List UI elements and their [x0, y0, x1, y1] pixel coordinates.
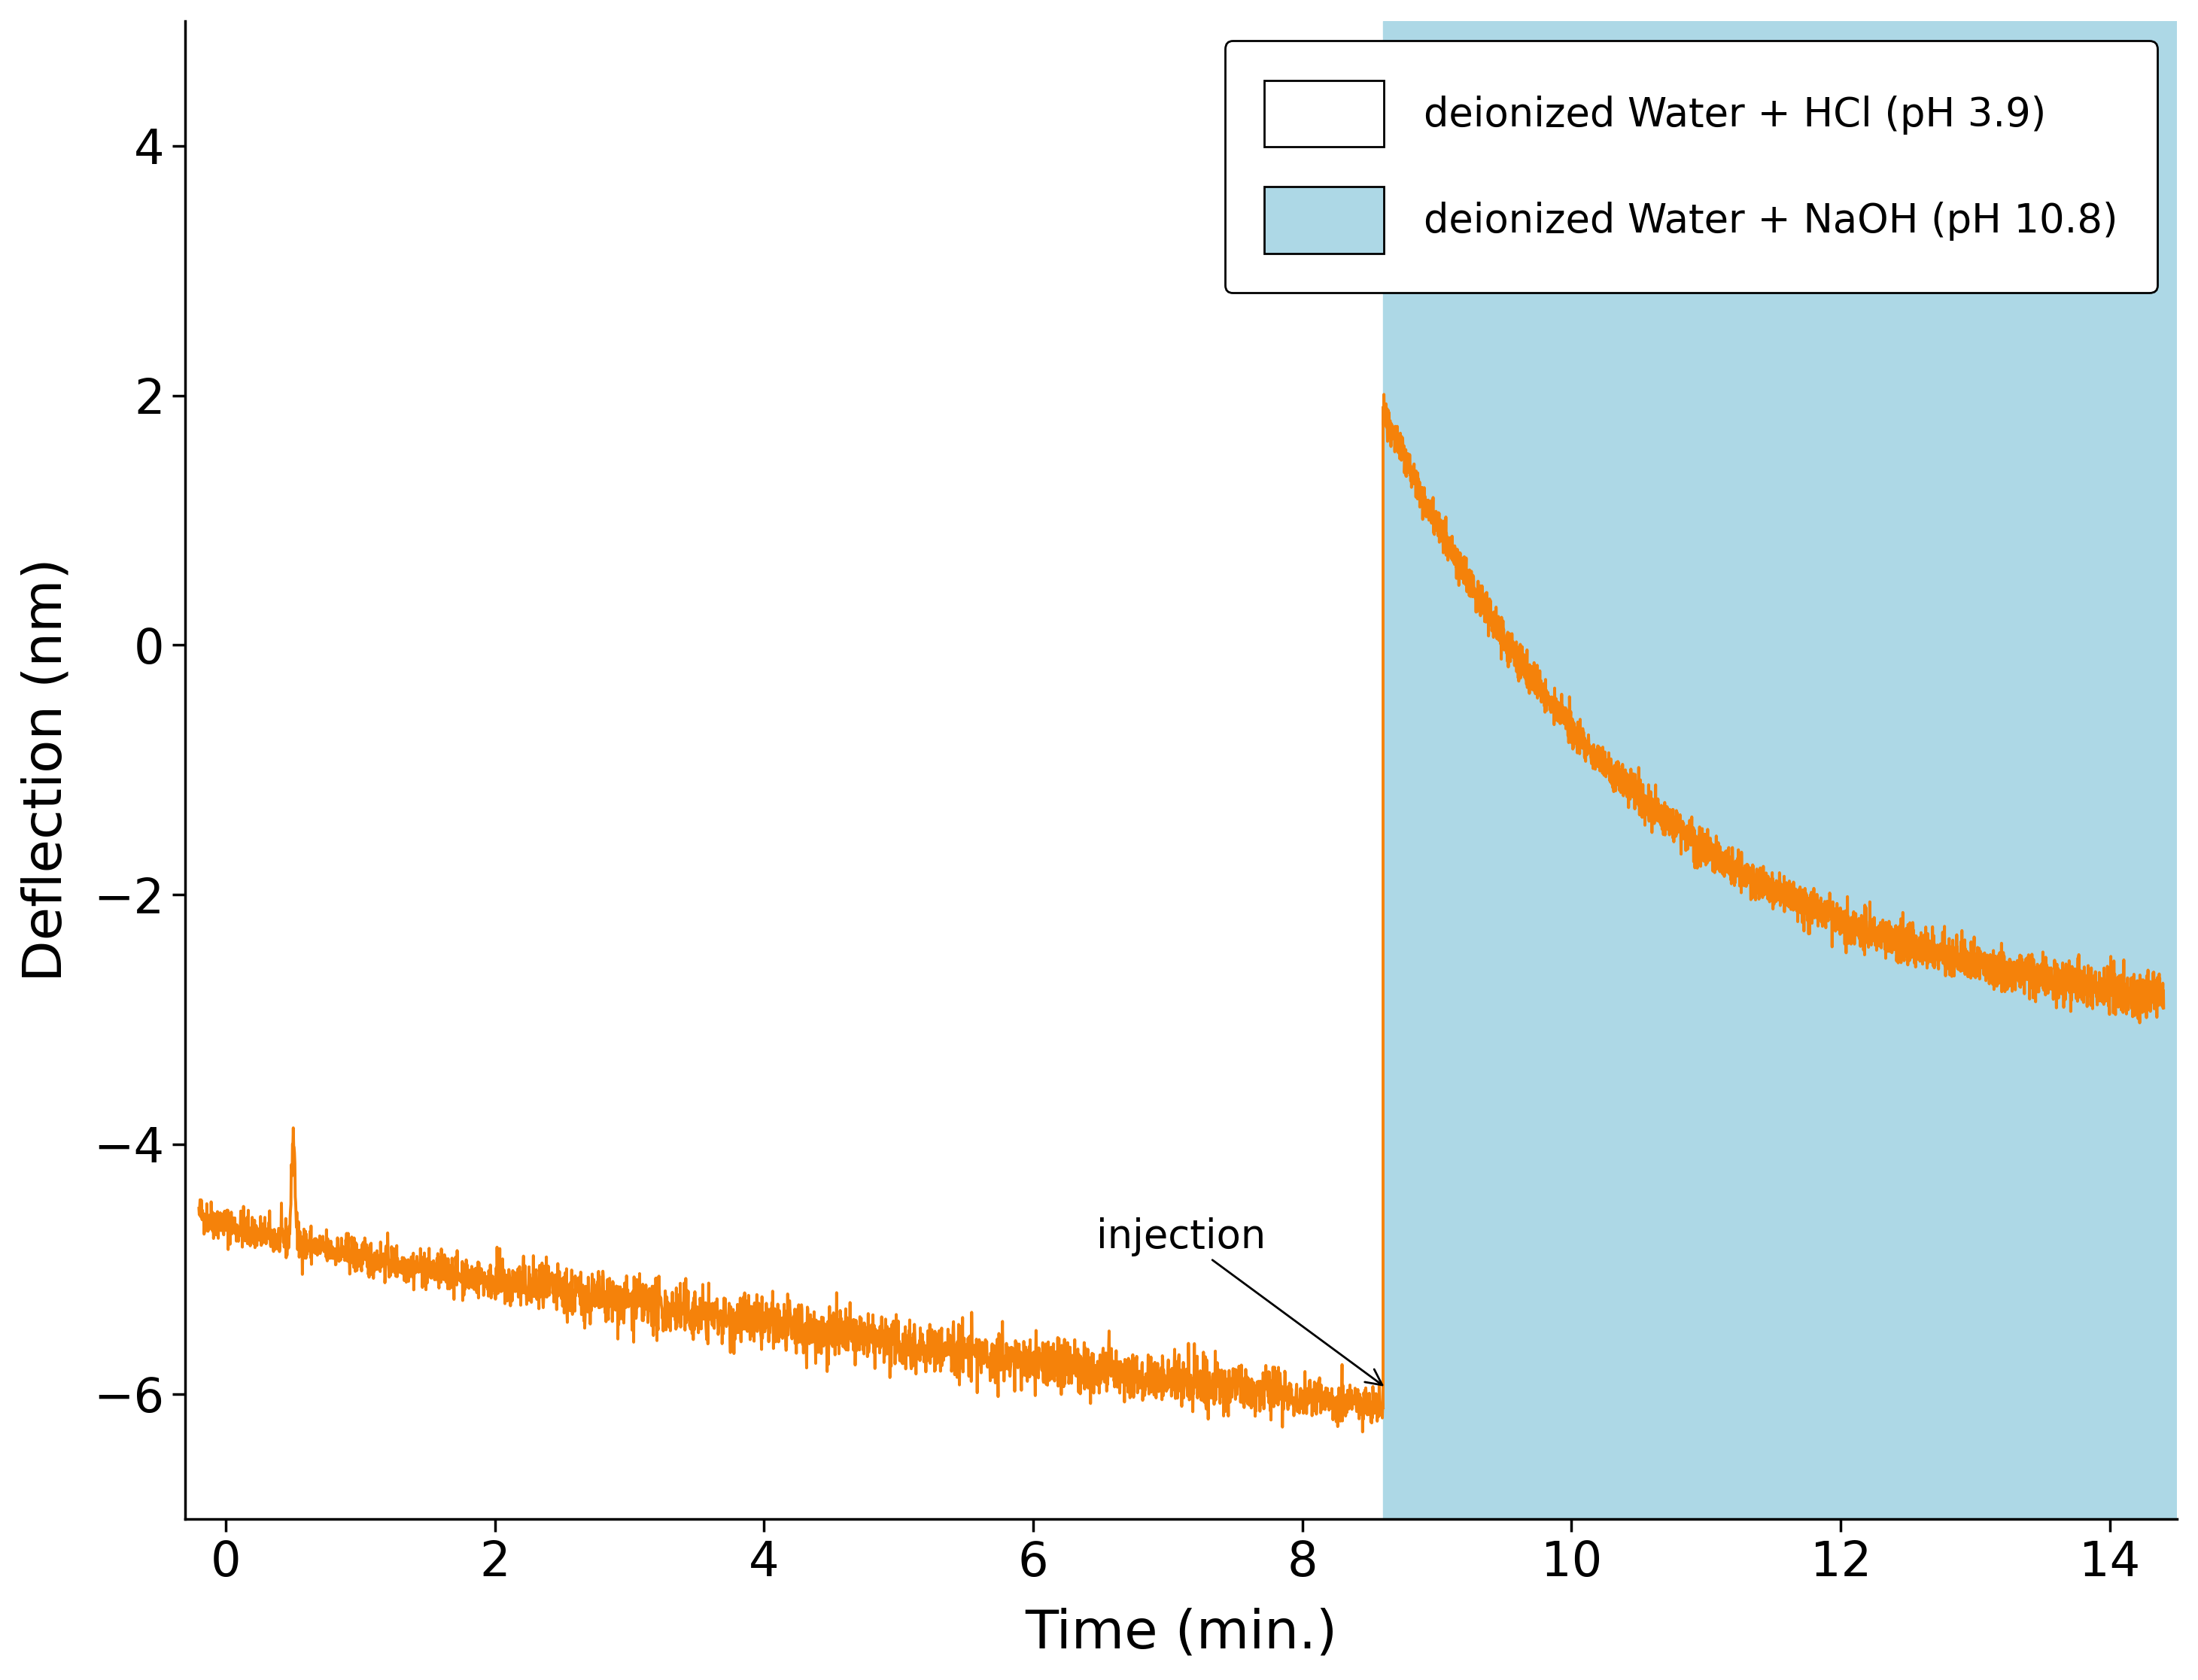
- Bar: [1383, 20, 2198, 1519]
- Text: injection: injection: [1097, 1218, 1383, 1384]
- X-axis label: Time (min.): Time (min.): [1024, 1608, 1336, 1660]
- Legend: deionized Water + HCl (pH 3.9), deionized Water + NaOH (pH 10.8): deionized Water + HCl (pH 3.9), deionize…: [1224, 40, 2156, 292]
- Y-axis label: Deflection (nm): Deflection (nm): [22, 558, 73, 981]
